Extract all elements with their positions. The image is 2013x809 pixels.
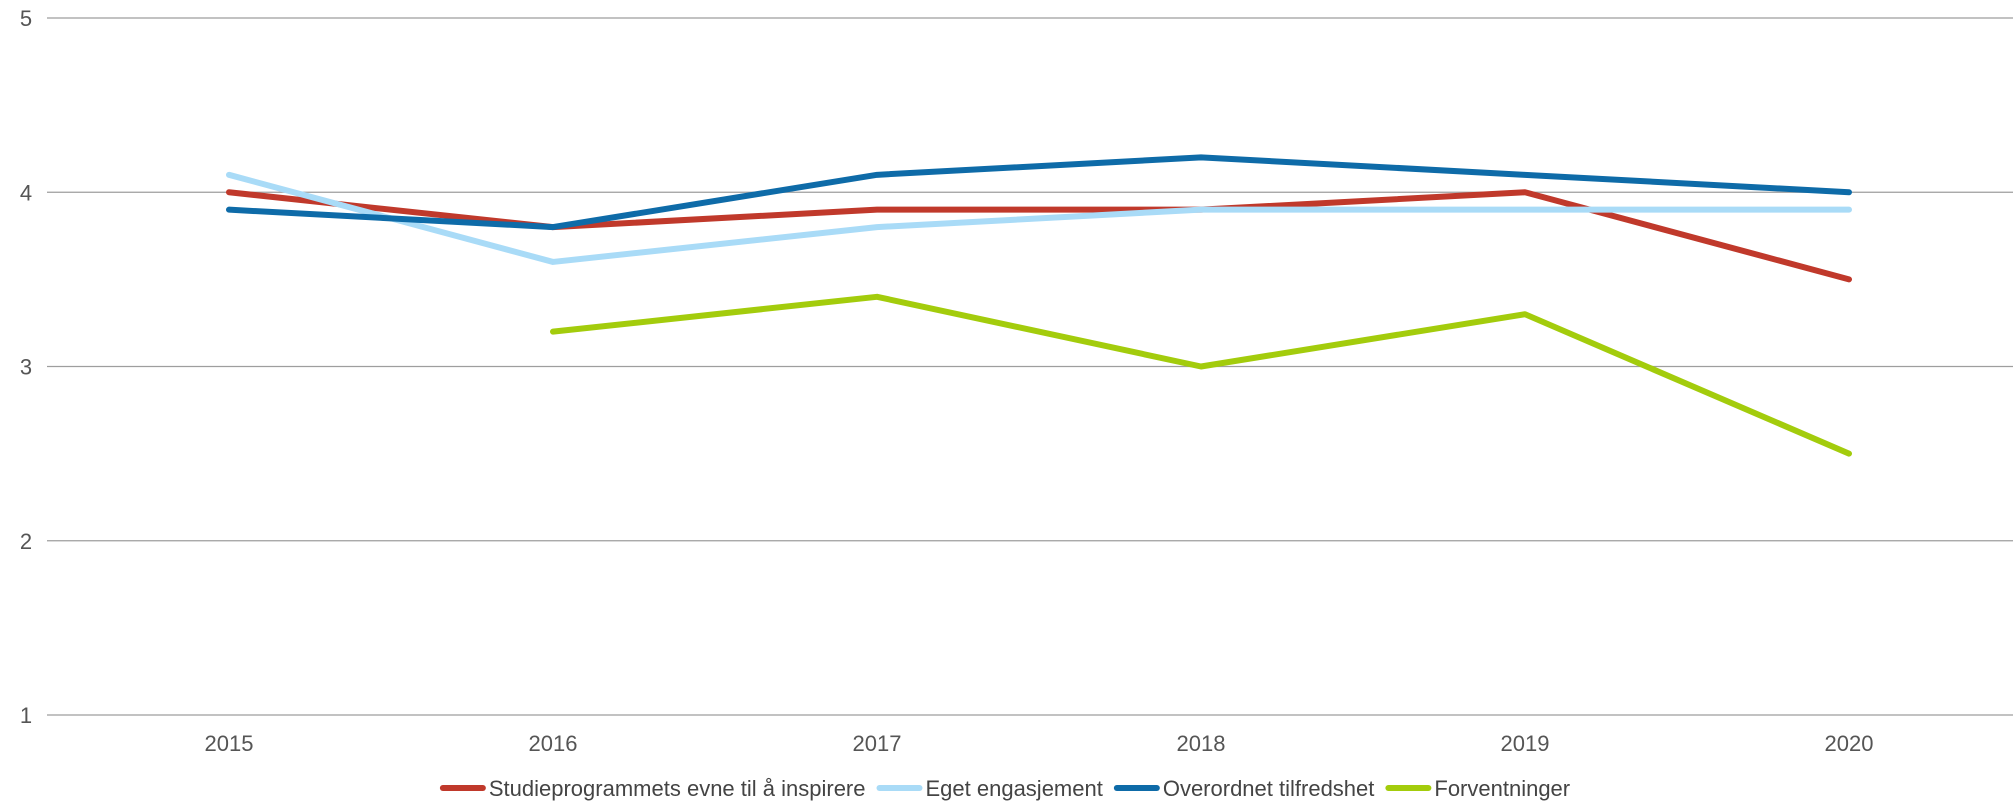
series-line-1 — [226, 189, 1852, 283]
legend-item: Overordnet tilfredshet — [1113, 776, 1375, 801]
x-tick-label: 2020 — [1825, 731, 1874, 756]
legend-label: Forventninger — [1434, 776, 1570, 801]
y-gridlines — [47, 17, 2013, 716]
legend-item: Studieprogrammets evne til å inspirere — [439, 776, 866, 801]
x-tick-label: 2015 — [205, 731, 254, 756]
series-line-2 — [226, 171, 1852, 265]
y-tick-label: 5 — [20, 6, 32, 31]
series-line-4 — [550, 293, 1852, 457]
x-tick-label: 2019 — [1501, 731, 1550, 756]
legend-label: Studieprogrammets evne til å inspirere — [489, 776, 866, 801]
legend-item: Forventninger — [1385, 776, 1570, 801]
x-axis-ticks: 2015 2016 2017 2018 2019 2020 — [205, 731, 1874, 756]
legend: Studieprogrammets evne til å inspirere Eg… — [439, 776, 1570, 801]
y-tick-label: 2 — [20, 529, 32, 554]
y-tick-label: 1 — [20, 703, 32, 728]
legend-item: Eget engasjement — [876, 776, 1103, 801]
y-tick-label: 3 — [20, 355, 32, 380]
x-tick-label: 2018 — [1177, 731, 1226, 756]
y-tick-label: 4 — [20, 180, 32, 205]
series-lines — [226, 154, 1852, 457]
x-tick-label: 2017 — [853, 731, 902, 756]
series-line-3 — [226, 154, 1852, 231]
legend-label: Overordnet tilfredshet — [1163, 776, 1375, 801]
y-axis-ticks: 1 2 3 4 5 — [20, 6, 32, 728]
x-tick-label: 2016 — [529, 731, 578, 756]
legend-label: Eget engasjement — [925, 776, 1102, 801]
